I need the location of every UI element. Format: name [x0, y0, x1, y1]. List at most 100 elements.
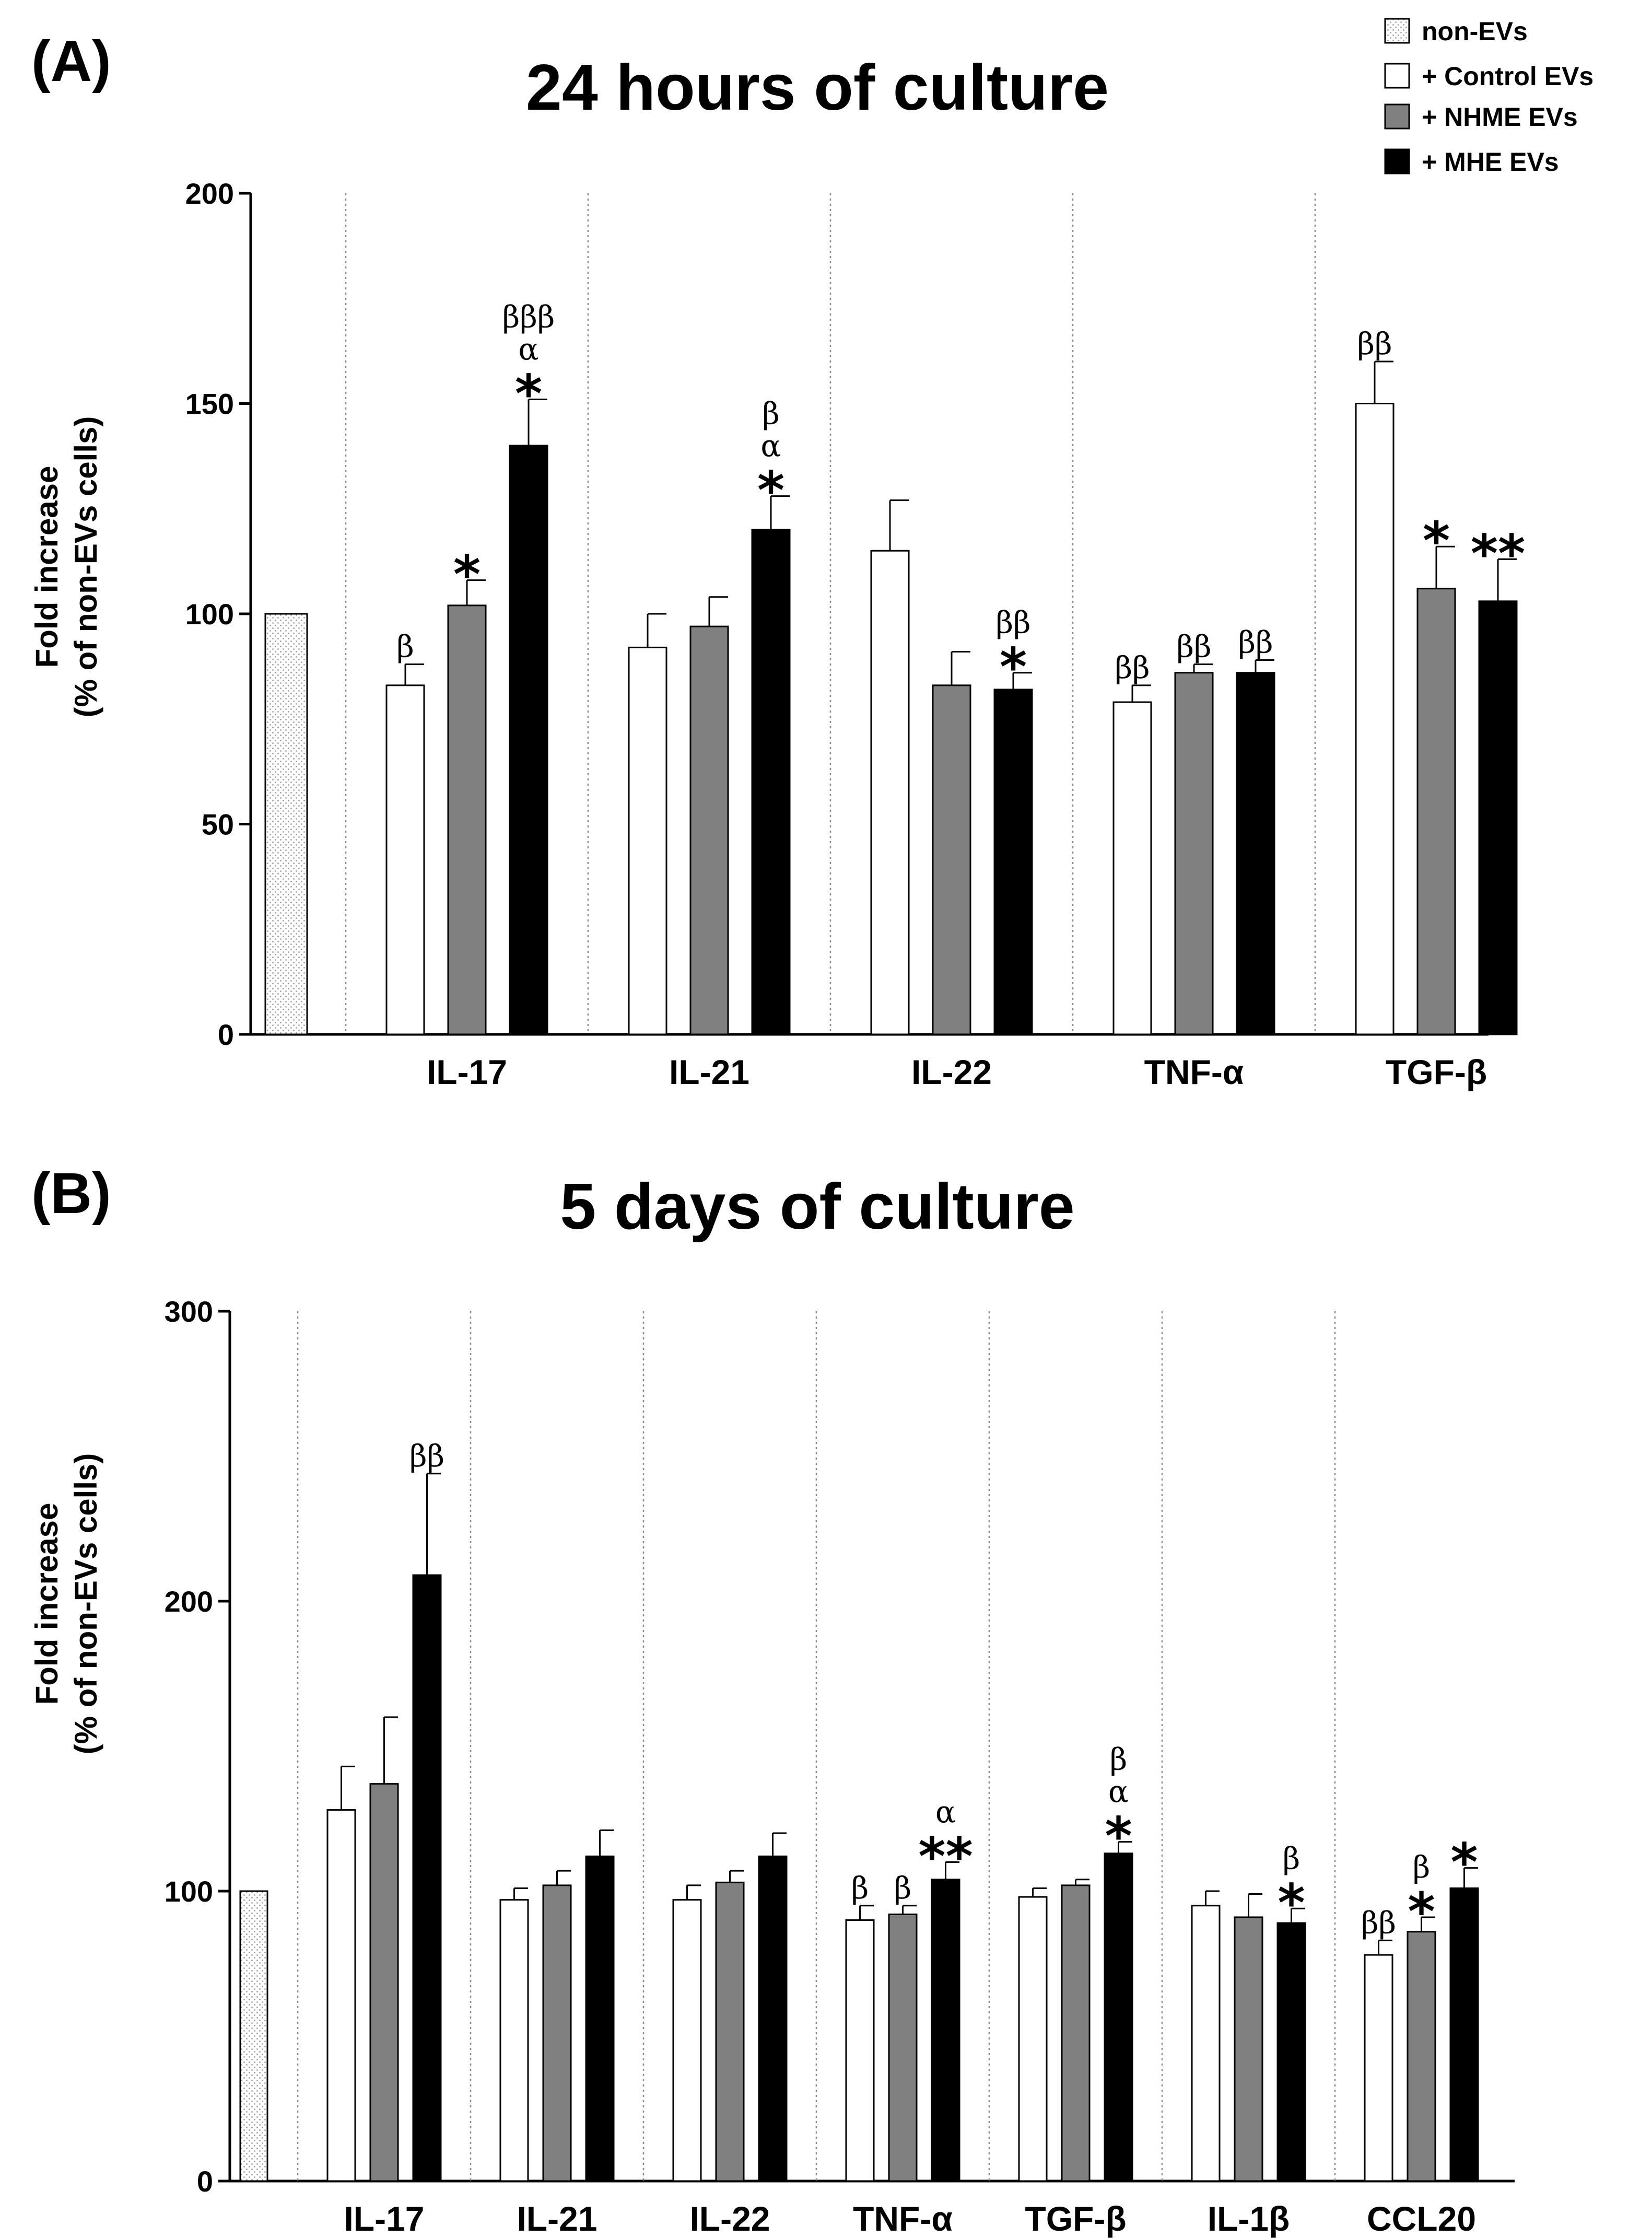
panel-a-ytick-label: 50 — [202, 808, 234, 841]
panel-b-sig-annotation: * — [1408, 1881, 1435, 1942]
panel-a-sig-annotation: * — [1423, 510, 1450, 572]
legend: non-EVs + Control EVs + NHME EVs + MHE E… — [1384, 17, 1594, 177]
panel-b-category-label: CCL20 — [1367, 2199, 1476, 2238]
panel-a-sig-annotation: βββ — [502, 299, 555, 334]
panel-b-ylabel: Fold increase (% of non-EVs cells) — [29, 1453, 103, 1755]
panel-a-ytick-label: 100 — [185, 598, 234, 631]
panel-b-category-label: TNF-α — [853, 2199, 953, 2238]
panel-a-sig-annotation: * — [515, 363, 542, 424]
panel-a-ylabel-line1: Fold increase — [29, 466, 64, 668]
panel-b-ylabel-line2: (% of non-EVs cells) — [68, 1453, 103, 1755]
panel-a-title: 24 hours of culture — [526, 52, 1109, 124]
panel-a-ylabel-line2: (% of non-EVs cells) — [68, 416, 103, 718]
legend-label-nhme-evs: + NHME EVs — [1422, 102, 1578, 132]
panel-b-category-label: IL-17 — [344, 2199, 424, 2238]
panel-a-bar-control — [628, 646, 667, 1035]
panel-a-sig-annotation: ββ — [1176, 629, 1211, 665]
panel-a-ytick-label: 0 — [218, 1018, 234, 1051]
panel-b-bar-control — [1191, 1905, 1221, 2182]
panel-b-sig-annotation: β — [851, 1870, 869, 1906]
panel-a-bar-mhe — [1478, 600, 1518, 1035]
panel-a-bar-mhe — [1236, 672, 1275, 1035]
panel-a-sig-annotation: ββ — [1115, 650, 1150, 685]
legend-swatch-control-evs — [1384, 63, 1410, 89]
panel-b-sig-annotation: β — [1110, 1742, 1128, 1777]
panel-b-bar-control — [672, 1899, 702, 2182]
panel-a-bar-nhme — [1416, 588, 1456, 1035]
panel-a-sig-annotation: ** — [1471, 523, 1526, 584]
panel-a-bar-nhme — [689, 625, 729, 1035]
panel-a-bar-mhe — [509, 445, 548, 1035]
panel-b-bar-nhme — [1061, 1884, 1091, 2182]
legend-label-mhe-evs: + MHE EVs — [1422, 147, 1559, 177]
legend-label-control-evs: + Control EVs — [1422, 62, 1594, 91]
panel-b-sig-annotation: α — [935, 1794, 956, 1830]
panel-b-category-label: IL-1β — [1208, 2199, 1290, 2238]
panel-b-sig-annotation: * — [1105, 1806, 1132, 1867]
panel-a-sig-annotation: β — [762, 396, 780, 432]
panel-b-sig-annotation: α — [1108, 1774, 1129, 1810]
panel-b-sig-annotation: β — [1413, 1849, 1431, 1885]
panel-b-ytick-label: 300 — [165, 1295, 213, 1328]
panel-a-bar-control — [1112, 701, 1152, 1035]
panel-b-bar-mhe — [412, 1574, 442, 2182]
panel-a-bar-control — [870, 550, 910, 1035]
panel-b-sig-annotation: ** — [918, 1826, 973, 1887]
panel-b-bar-non-evs — [239, 1890, 268, 2182]
panel-b-ytick-label: 200 — [165, 1585, 213, 1618]
legend-item-control-evs: + Control EVs — [1384, 62, 1594, 91]
panel-b-bar-mhe — [931, 1879, 960, 2182]
panel-a-sig-annotation: α — [760, 428, 781, 464]
panel-b-bar-control — [1018, 1896, 1048, 2182]
panel-a-ytick-label: 200 — [185, 177, 234, 210]
panel-a-sig-annotation: * — [757, 460, 784, 521]
panel-b-sig-annotation: * — [1278, 1872, 1305, 1933]
panel-a-bar-non-evs — [264, 613, 308, 1035]
panel-a-sig-annotation: ββ — [1357, 326, 1392, 362]
panel-a-category-label: IL-22 — [911, 1053, 992, 1091]
panel-a-bar-nhme — [447, 604, 487, 1035]
panel-a-bar-nhme — [932, 684, 971, 1035]
legend-item-non-evs: non-EVs — [1384, 17, 1528, 46]
panel-a-bar-control — [1355, 403, 1395, 1035]
panel-a-bar-nhme — [1174, 672, 1214, 1035]
panel-a-label: (A) — [31, 29, 111, 94]
panel-b-sig-annotation: ββ — [1361, 1905, 1396, 1940]
panel-b-bar-mhe — [758, 1855, 788, 2182]
panel-b-label: (B) — [31, 1161, 111, 1226]
panel-a-sig-annotation: ββ — [995, 605, 1030, 640]
panel-b-bar-mhe — [1276, 1922, 1306, 2182]
panel-b-bar-control — [1364, 1954, 1393, 2182]
panel-a-sig-annotation: ββ — [1238, 625, 1273, 660]
panel-b-ytick-label: 0 — [197, 2165, 213, 2198]
panel-b-title: 5 days of culture — [560, 1171, 1074, 1243]
legend-swatch-nhme-evs — [1384, 103, 1410, 130]
panel-b-sig-annotation: ββ — [409, 1438, 444, 1474]
panel-a-category-label: IL-21 — [669, 1053, 749, 1091]
panel-a-bar-mhe — [993, 689, 1033, 1035]
legend-swatch-non-evs — [1384, 18, 1410, 44]
panel-a-plot: 050100150200β**αβββIL-17*αβIL-21*ββIL-22… — [185, 177, 1526, 1091]
panel-a-ylabel: Fold increase (% of non-EVs cells) — [29, 416, 103, 718]
panel-a: (A) 24 hours of culture Fold increase (%… — [29, 29, 1525, 1091]
panel-b-ylabel-line1: Fold increase — [29, 1503, 64, 1705]
panel-b-bar-nhme — [1407, 1931, 1436, 2182]
panel-b-bar-nhme — [715, 1881, 745, 2182]
legend-label-non-evs: non-EVs — [1422, 17, 1528, 46]
panel-b-bar-nhme — [369, 1783, 399, 2182]
panel-a-category-label: IL-17 — [427, 1053, 507, 1091]
panel-b-category-label: TGF-β — [1025, 2199, 1126, 2238]
panel-b-bar-control — [326, 1809, 356, 2182]
legend-swatch-mhe-evs — [1384, 148, 1410, 174]
panel-a-bar-control — [385, 684, 425, 1035]
panel-b-bar-control — [845, 1919, 875, 2182]
panel-b: (B) 5 days of culture Fold increase (% o… — [29, 1161, 1515, 2238]
panel-a-category-label: TGF-β — [1386, 1053, 1487, 1091]
panel-a-sig-annotation: * — [453, 544, 481, 605]
panel-b-bar-mhe — [1104, 1852, 1133, 2182]
panel-b-sig-annotation: β — [1283, 1840, 1300, 1876]
panel-a-ytick-label: 150 — [185, 388, 234, 421]
panel-a-sig-annotation: * — [1000, 637, 1027, 698]
